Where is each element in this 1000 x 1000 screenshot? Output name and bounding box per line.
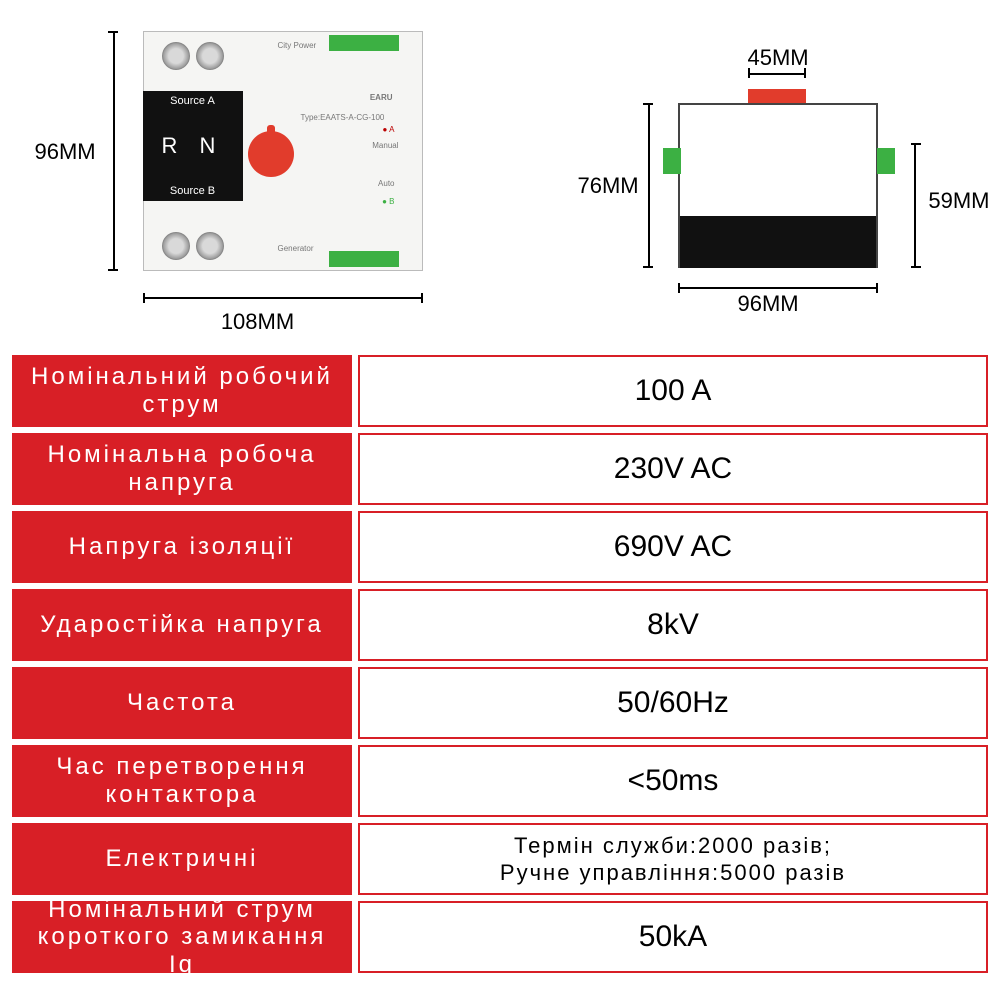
spec-value: 8kV: [358, 589, 988, 661]
spec-label: Частота: [12, 667, 352, 739]
spec-row: Час перетворення контактора<50ms: [12, 745, 988, 817]
selector-knob: [248, 131, 294, 177]
spec-label: Електричні: [12, 823, 352, 895]
diagram-area: 96MM Source A R N Source B City Power Ge…: [0, 0, 1000, 355]
spec-value: 230V AC: [358, 433, 988, 505]
generator-label: Generator: [278, 244, 314, 253]
spec-value: <50ms: [358, 745, 988, 817]
spec-row: Ударостійка напруга8kV: [12, 589, 988, 661]
brand-label: EARU: [370, 93, 393, 102]
front-height-label: 96MM: [35, 139, 96, 165]
front-view: 96MM Source A R N Source B City Power Ge…: [103, 21, 413, 335]
spec-row: Напруга ізоляції690V AC: [12, 511, 988, 583]
rn-label: R N: [143, 133, 243, 159]
spec-label: Час перетворення контактора: [12, 745, 352, 817]
source-a-label: Source A: [143, 95, 243, 107]
spec-value: 690V AC: [358, 511, 988, 583]
side-right-label: 59MM: [928, 188, 989, 214]
spec-row: ЕлектричніТермін служби:2000 разів; Ручн…: [12, 823, 988, 895]
spec-value: 50kA: [358, 901, 988, 973]
source-b-label: Source B: [143, 185, 243, 197]
side-view: 45MM 76MM 59MM 96MM: [618, 53, 898, 303]
spec-value: 100 A: [358, 355, 988, 427]
spec-row: Номінальний робочий струм100 A: [12, 355, 988, 427]
spec-label: Номінальний робочий струм: [12, 355, 352, 427]
side-left-label: 76MM: [578, 173, 639, 199]
spec-label: Ударостійка напруга: [12, 589, 352, 661]
spec-row: Номінальний струм короткого замикання Iq…: [12, 901, 988, 973]
spec-label: Напруга ізоляції: [12, 511, 352, 583]
side-top-label: 45MM: [748, 45, 809, 71]
side-bottom-label: 96MM: [738, 291, 799, 317]
spec-value: 50/60Hz: [358, 667, 988, 739]
spec-label: Номінальний струм короткого замикання Iq: [12, 901, 352, 973]
front-black-panel: Source A R N Source B: [143, 91, 243, 201]
type-label: Type:EAATS-A-CG-100: [301, 113, 385, 122]
spec-row: Номінальна робоча напруга230V AC: [12, 433, 988, 505]
city-power-label: City Power: [278, 41, 317, 50]
spec-label: Номінальна робоча напруга: [12, 433, 352, 505]
spec-table: Номінальний робочий струм100 AНомінальна…: [0, 355, 1000, 1000]
spec-row: Частота50/60Hz: [12, 667, 988, 739]
spec-value: Термін служби:2000 разів; Ручне управлін…: [358, 823, 988, 895]
front-width-label: 108MM: [221, 309, 294, 335]
